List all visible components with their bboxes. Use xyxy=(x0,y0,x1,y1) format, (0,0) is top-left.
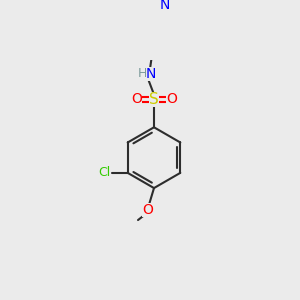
Text: N: N xyxy=(159,0,170,12)
Text: H: H xyxy=(137,67,147,80)
Text: Cl: Cl xyxy=(98,167,111,179)
Text: O: O xyxy=(131,92,142,106)
Text: S: S xyxy=(149,92,159,107)
Text: O: O xyxy=(142,203,153,218)
Text: N: N xyxy=(146,67,156,81)
Text: O: O xyxy=(166,92,177,106)
